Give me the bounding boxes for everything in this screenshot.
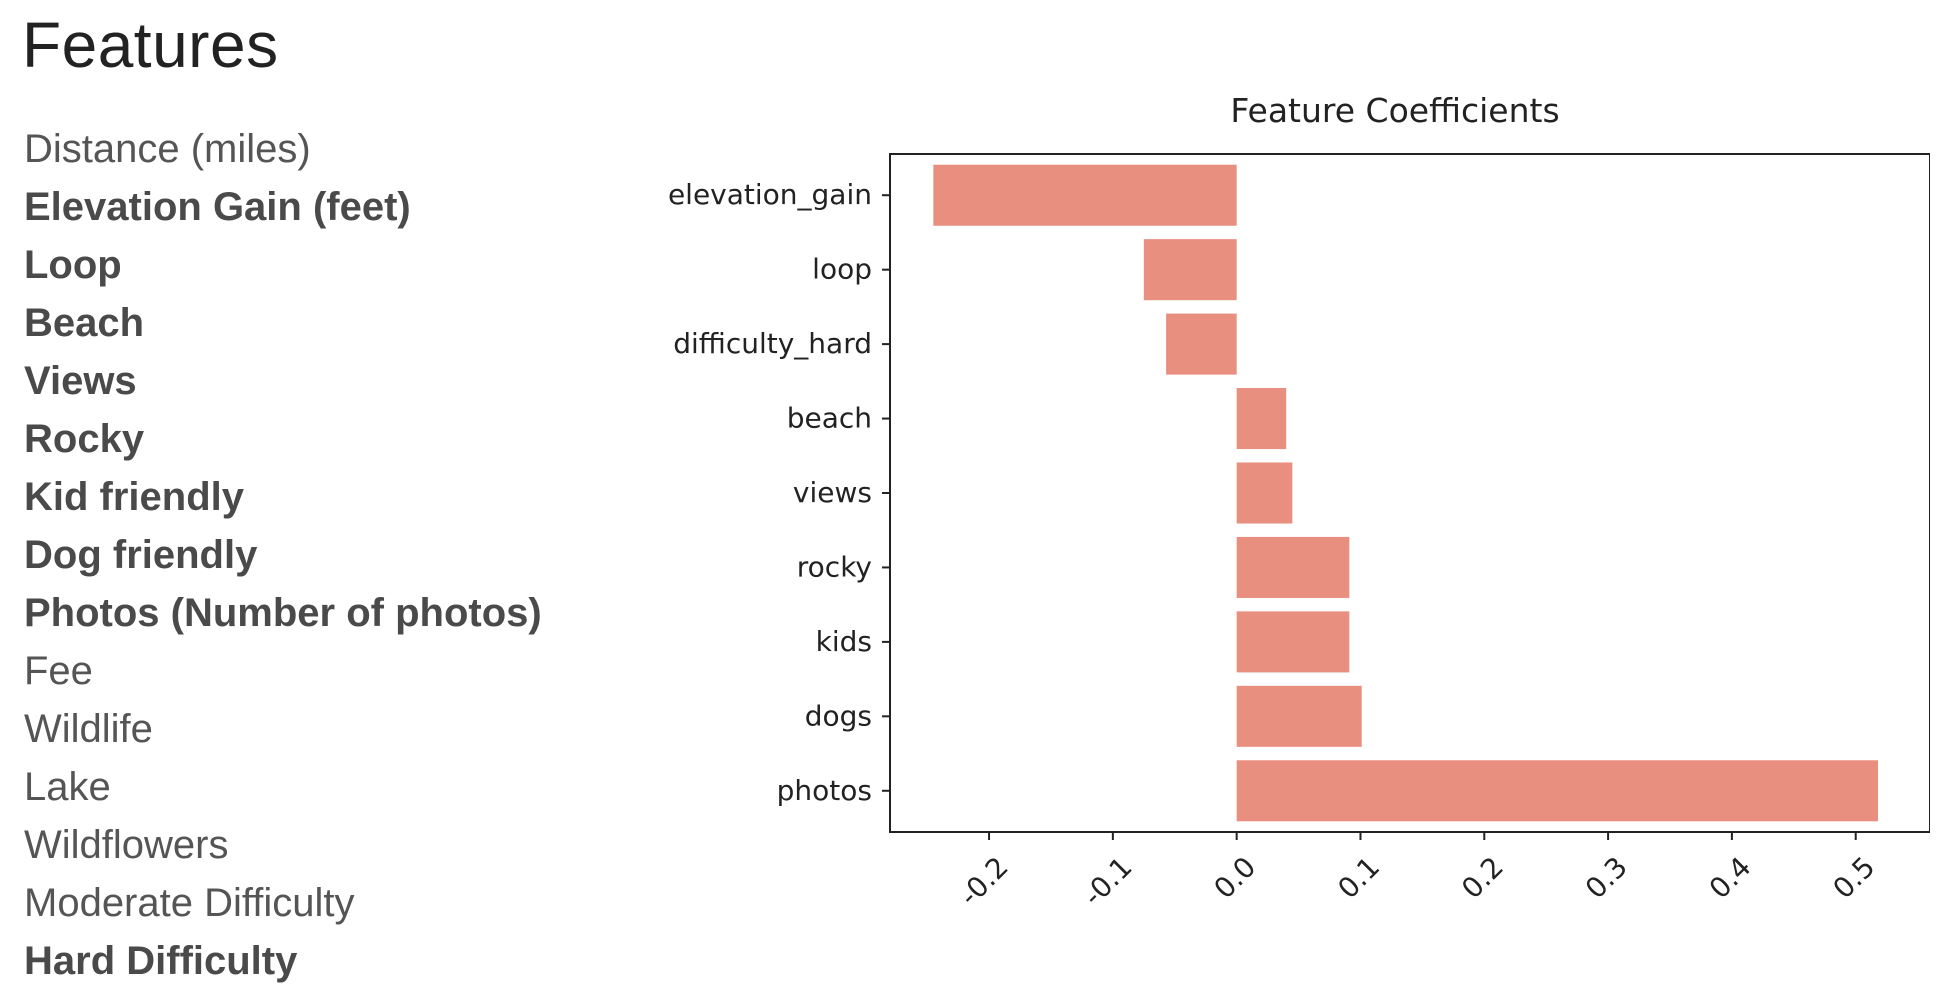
feature-list: Distance (miles) Elevation Gain (feet) Loo… — [24, 120, 542, 990]
chart-title: Feature Coefficients — [1230, 91, 1559, 130]
feature-item: Kid friendly — [24, 475, 245, 519]
feature-item: Moderate Difficulty — [24, 881, 355, 925]
y-tick-label: rocky — [797, 550, 872, 583]
y-tick-label: loop — [812, 253, 872, 286]
feature-item: Distance (miles) — [24, 127, 311, 171]
y-tick-label: dogs — [805, 699, 872, 732]
feature-item: Wildflowers — [24, 823, 229, 867]
bar-dogs — [1236, 685, 1362, 747]
x-axis-ticks: -0.2 -0.1 0.0 0.1 0.2 0.3 0.4 0.5 — [953, 832, 1882, 912]
feature-item: Lake — [24, 765, 111, 809]
feature-item: Elevation Gain (feet) — [24, 185, 411, 229]
bars-group — [933, 164, 1878, 822]
x-tick-label: 0.1 — [1331, 850, 1386, 905]
x-tick-label: 0.4 — [1703, 850, 1758, 905]
x-tick-label: -0.1 — [1077, 850, 1139, 912]
y-tick-label: beach — [787, 402, 872, 435]
y-tick-label: difficulty_hard — [673, 327, 872, 360]
plot-frame — [889, 153, 1930, 833]
feature-item: Photos (Number of photos) — [24, 591, 542, 635]
x-tick-label: 0.2 — [1455, 850, 1510, 905]
bar-views — [1236, 462, 1293, 524]
bar-difficulty_hard — [1166, 313, 1237, 375]
feature-item: Dog friendly — [24, 533, 258, 577]
feature-item: Wildlife — [24, 707, 153, 751]
y-tick-label: elevation_gain — [668, 178, 872, 211]
feature-item: Loop — [24, 243, 122, 287]
bar-loop — [1143, 239, 1237, 301]
x-tick-label: 0.0 — [1207, 850, 1262, 905]
feature-item: Views — [24, 359, 137, 403]
y-tick-label: views — [793, 476, 872, 509]
features-heading: Features — [22, 9, 279, 81]
bar-photos — [1236, 760, 1878, 822]
x-tick-label: 0.3 — [1579, 850, 1634, 905]
y-tick-label: photos — [777, 774, 872, 807]
bar-beach — [1236, 388, 1287, 450]
feature-item: Beach — [24, 301, 145, 345]
bar-elevation_gain — [933, 164, 1237, 226]
bar-rocky — [1236, 536, 1350, 598]
bar-kids — [1236, 611, 1350, 673]
x-tick-label: 0.5 — [1827, 850, 1882, 905]
y-tick-label: kids — [816, 625, 872, 658]
feature-item: Fee — [24, 649, 93, 693]
x-tick-label: -0.2 — [953, 850, 1015, 912]
feature-item: Rocky — [24, 417, 145, 461]
feature-item: Hard Difficulty — [24, 939, 298, 983]
